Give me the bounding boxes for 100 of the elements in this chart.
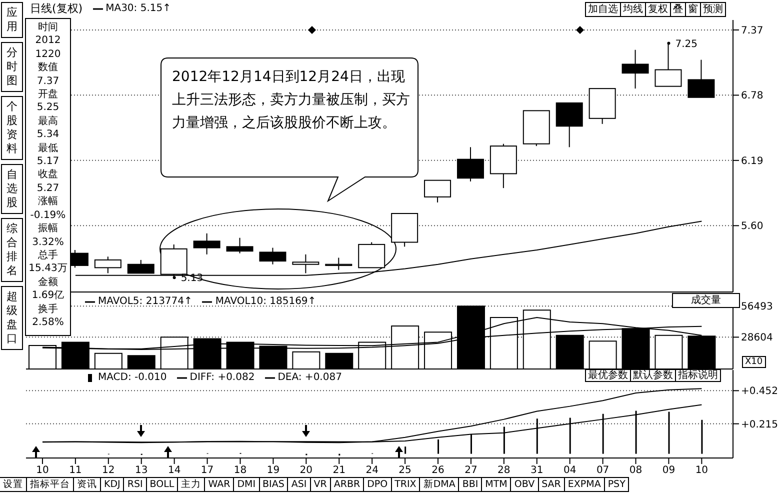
y-tick-label: 5.60	[741, 221, 764, 232]
tab: BIAS	[258, 477, 288, 492]
menu-button: 应用	[1, 2, 23, 38]
tab: 主力	[177, 477, 206, 492]
annotation: 1220	[34, 48, 62, 62]
annotation: 2012	[34, 34, 62, 48]
x-tick-label: 27	[464, 465, 478, 476]
x-tick-label: 09	[662, 465, 676, 476]
dropdown: 成交量	[672, 293, 740, 308]
annotation: 5.25	[36, 101, 60, 115]
tab: TRIX	[390, 477, 420, 492]
tab: DPO	[363, 477, 392, 492]
chart-title: 日线(复权)	[30, 2, 83, 15]
toolbar-button: 最优参数	[585, 369, 631, 382]
y-tick-label: 28604	[741, 332, 773, 344]
annotation: 最低	[37, 142, 59, 156]
y-tick-label: 7.37	[741, 26, 764, 36]
x-tick-label: 04	[563, 465, 576, 476]
toolbar-button: 窗	[685, 2, 701, 17]
x-tick-label: 12	[102, 465, 115, 476]
annotation: -0.19%	[29, 208, 67, 222]
y-tick-label: +0.452	[741, 386, 778, 398]
menu-button: 自选股	[1, 164, 23, 214]
tab: WAR	[204, 477, 234, 492]
x-tick-label: 08	[629, 465, 642, 476]
x-tick-label: 31	[530, 465, 544, 476]
tab: DMI	[233, 477, 260, 492]
y-tick-label: 6.19	[741, 156, 764, 167]
tab: 资讯	[73, 477, 101, 492]
legend-label: MA30: 5.15↑	[106, 3, 171, 15]
y-tick-label: +0.215	[741, 419, 778, 430]
unit-box: X10	[742, 356, 766, 368]
annotation: 开盘	[37, 88, 59, 102]
x-tick-label: 10	[36, 465, 49, 476]
tab: KDJ	[100, 477, 124, 492]
x-tick-label: 21	[332, 465, 346, 476]
toolbar-button: 默认参数	[630, 369, 676, 382]
annotation: 最高	[37, 114, 59, 128]
x-tick-label: 28	[498, 465, 510, 476]
legend-label: DIFF: +0.082	[190, 372, 255, 384]
toolbar-button: 预测	[700, 2, 726, 17]
legend-label: DEA: +0.087	[278, 372, 342, 384]
x-tick-label: 07	[596, 465, 610, 476]
annotation: 7.37	[36, 74, 60, 88]
tab: VR	[310, 477, 331, 492]
toolbar-button: 指标说明	[675, 369, 721, 382]
annotation: 3.32%	[31, 236, 65, 249]
annotation: 15.43万	[28, 262, 68, 276]
tab: 设置	[0, 477, 27, 492]
annotation: 5.17	[36, 155, 60, 168]
annotation: 总手	[37, 248, 59, 262]
toolbar-button: 均线	[620, 2, 646, 17]
annotation: 振幅	[37, 222, 59, 236]
x-tick-label: 26	[432, 465, 444, 476]
x-tick-label: 11	[69, 465, 82, 476]
tab: 新DMA	[419, 477, 460, 492]
x-tick-label: 14	[168, 465, 181, 476]
x-tick-label: 19	[266, 465, 280, 476]
annotation: 5.27	[36, 182, 60, 196]
tab: BOLL	[146, 477, 178, 492]
x-tick-label: 13	[134, 465, 148, 476]
annotation: 2012年12月14日到12月24日，出现上升三法形态，卖方力量被压制，买方力量增强，之后该股股价不断上攻。	[172, 68, 411, 133]
annotation: 换手	[37, 302, 59, 316]
annotation: 金额	[37, 276, 59, 290]
menu-button: 分时图	[1, 42, 23, 92]
toolbar-button: 复权	[645, 2, 671, 17]
tab: EXPMA	[564, 477, 605, 492]
tab: 指标平台	[26, 477, 74, 492]
annotation: 数值	[37, 61, 59, 75]
x-tick-label: 17	[200, 465, 214, 476]
tab: MTM	[481, 477, 512, 492]
tab: BBI	[458, 477, 482, 492]
tab: SAR	[538, 477, 565, 492]
legend-label: MAVOL5: 213774↑	[98, 296, 192, 308]
x-tick-label: 24	[366, 465, 378, 476]
tab: OBV	[510, 477, 539, 492]
annotation: 时间	[37, 21, 59, 34]
annotation: 7.25	[675, 38, 698, 50]
legend-label: MAVOL10: 185169↑	[215, 296, 316, 308]
annotation: 5.34	[36, 128, 60, 142]
legend-label: MACD: -0.010	[98, 372, 167, 384]
annotation: 收盘	[37, 168, 59, 182]
tab: ARBR	[330, 477, 364, 492]
y-tick-label: 6.78	[741, 90, 764, 102]
annotation: 2.58%	[31, 316, 65, 330]
x-tick-label: 18	[234, 465, 247, 476]
menu-button: 超级盘口	[1, 286, 23, 350]
menu-button: 个股资料	[1, 96, 23, 160]
toolbar-button: 叠	[670, 2, 686, 17]
x-tick-label: 25	[398, 465, 412, 476]
menu-button: 综合排名	[1, 218, 23, 282]
toolbar-button: 加自选	[585, 2, 621, 17]
tab: PSY	[604, 477, 630, 492]
y-tick-label: 56493	[741, 302, 773, 313]
tab: ASI	[287, 477, 311, 492]
annotation: 涨幅	[37, 195, 59, 209]
x-tick-label: 20	[300, 465, 313, 476]
x-tick-label: 10	[695, 465, 708, 476]
tab: RSI	[123, 477, 147, 492]
annotation: 1.69亿	[30, 289, 66, 303]
